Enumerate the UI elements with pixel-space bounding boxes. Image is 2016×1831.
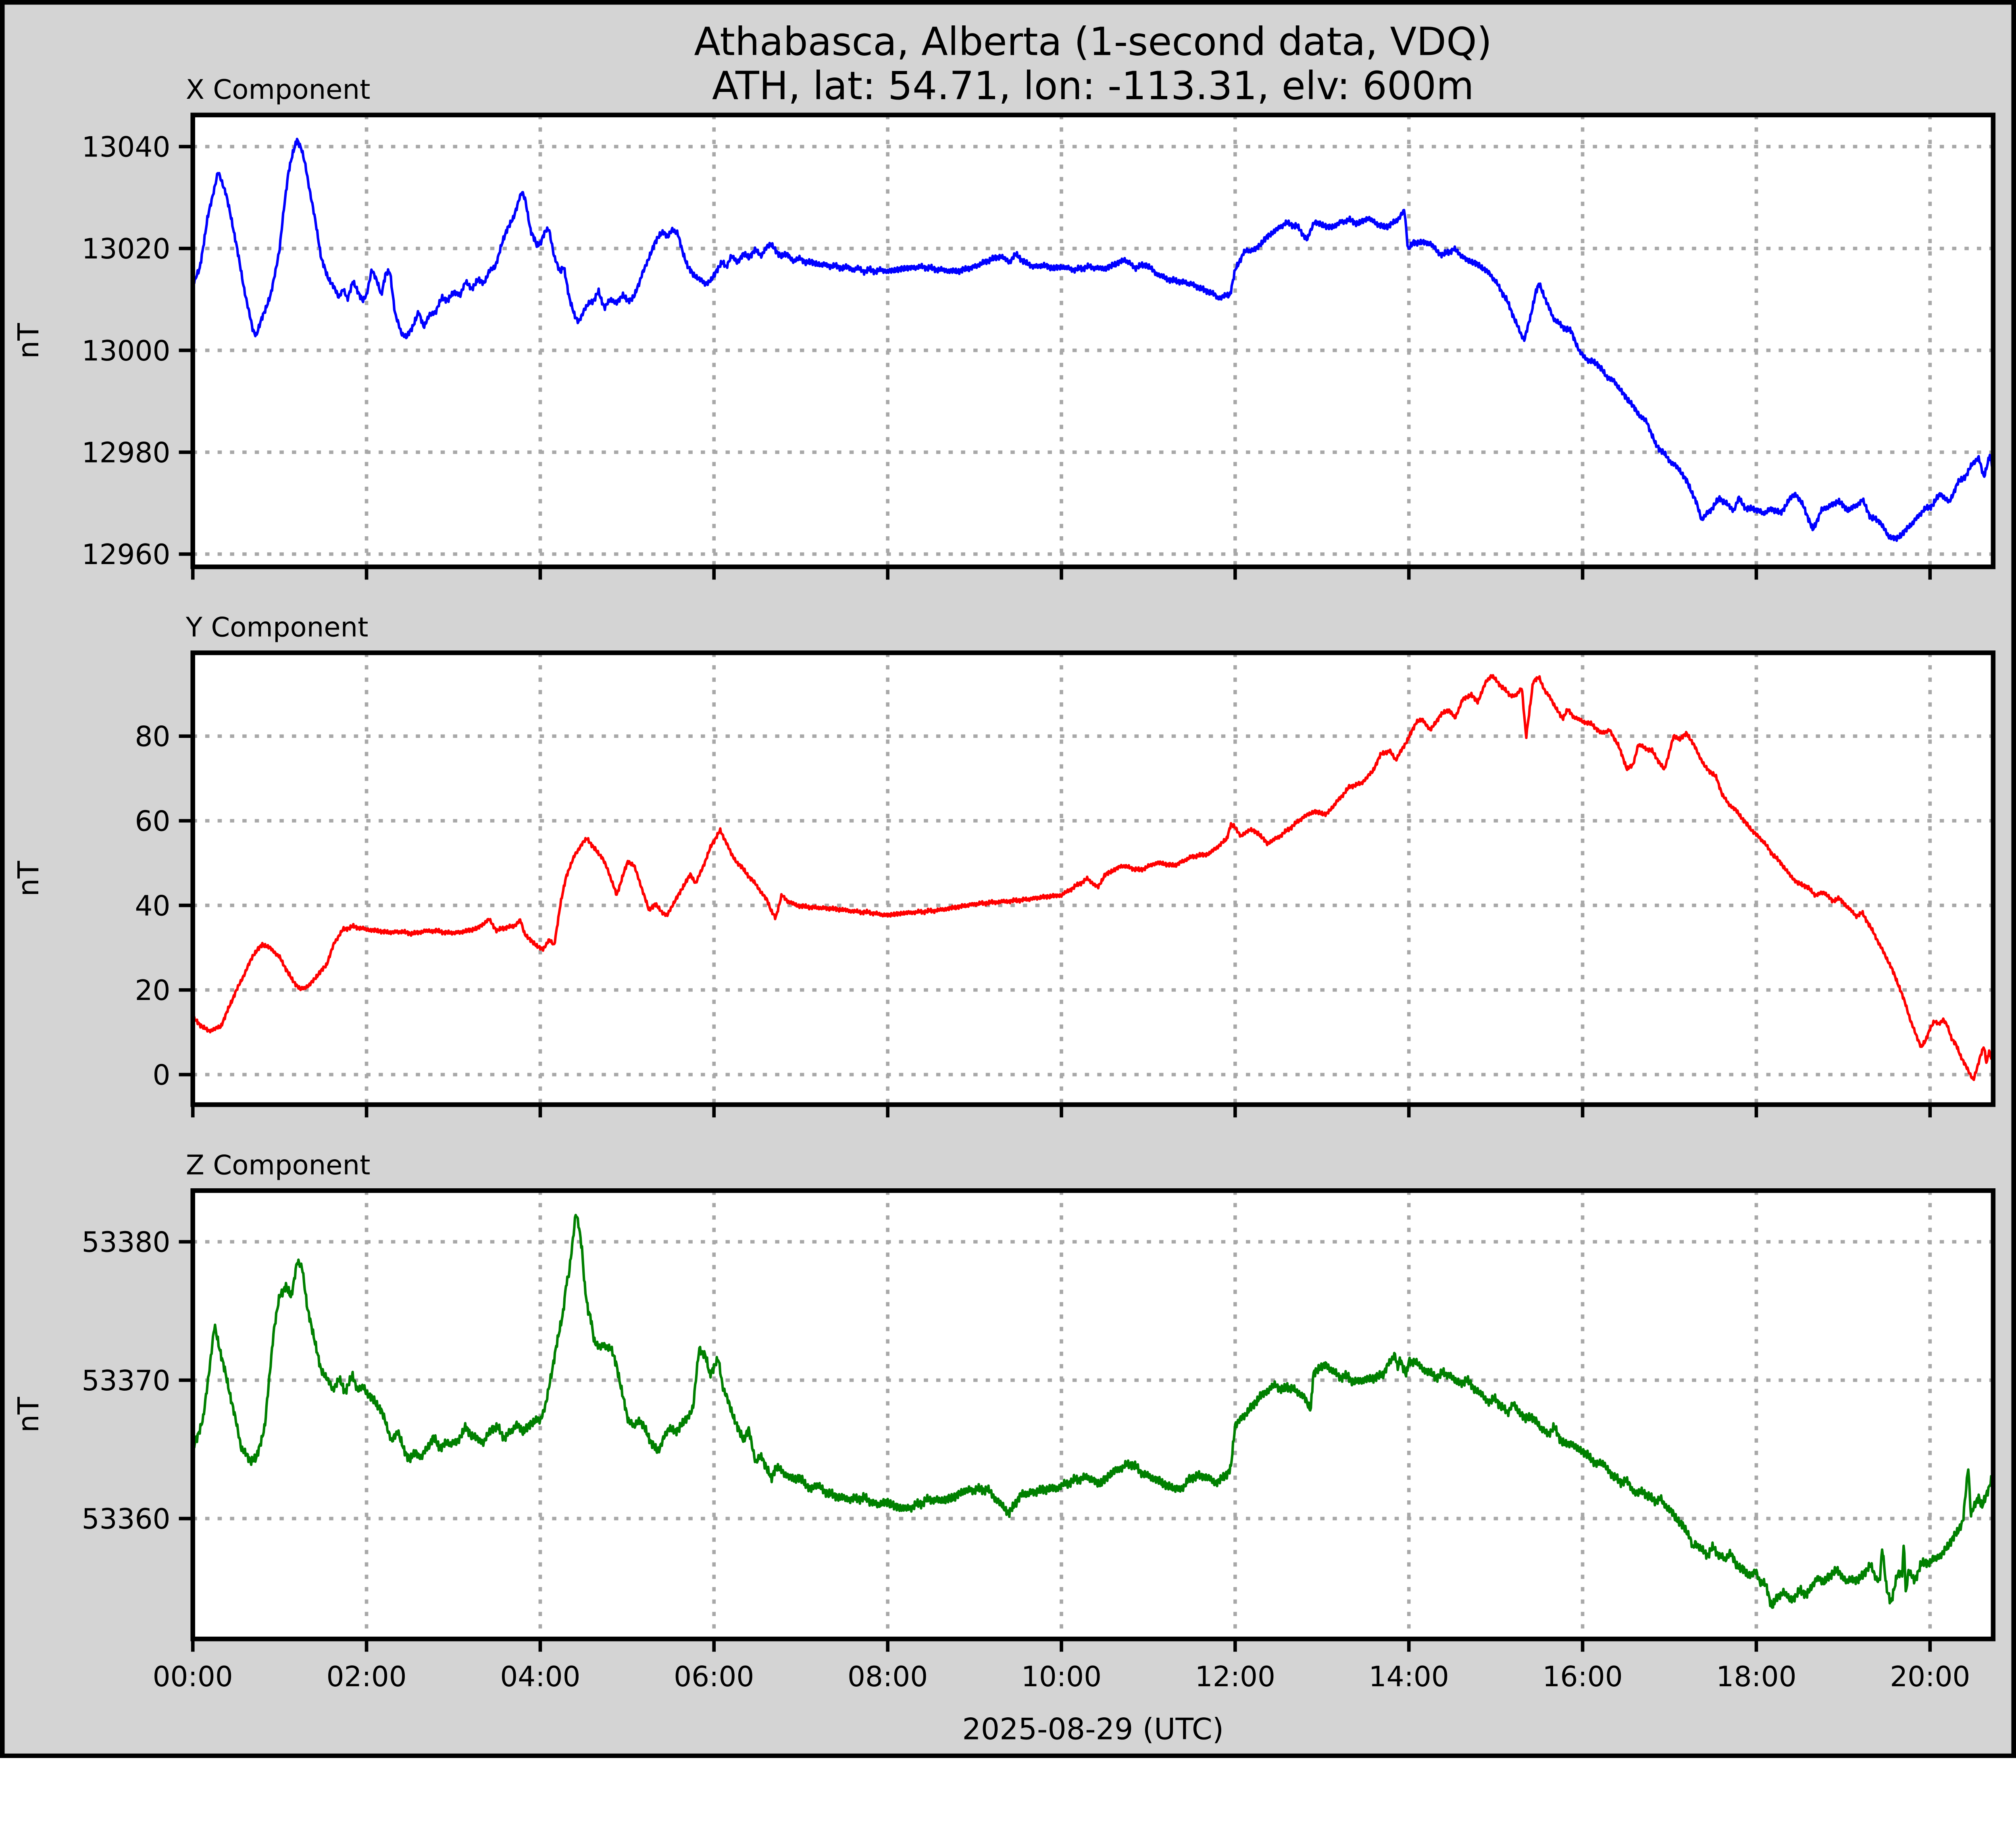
x-tick-label: 06:00 — [674, 1661, 754, 1693]
x-tick-label: 02:00 — [326, 1661, 406, 1693]
y-axis-label: nT — [12, 860, 45, 896]
y-tick-label: 12980 — [82, 437, 171, 469]
panel-plot-area — [193, 1190, 1993, 1639]
figure-border — [0, 0, 2016, 1758]
x-tick-label: 18:00 — [1716, 1661, 1796, 1693]
panel-plot-area — [193, 652, 1993, 1105]
x-tick-label: 04:00 — [500, 1661, 580, 1693]
x-tick-label: 16:00 — [1542, 1661, 1622, 1693]
z-data-line — [193, 1214, 1993, 1609]
panel-x-component: X Component 13040 13020 13000 12980 12960 nT — [12, 74, 1996, 580]
grid — [191, 652, 1993, 1105]
x-axis-label: 2025-08-29 (UTC) — [962, 1712, 1224, 1746]
magnetogram-figure: Athabasca, Alberta (1-second data, VDQ) A… — [0, 0, 2016, 1758]
y-tick-label: 53380 — [82, 1227, 171, 1259]
panel-title: X Component — [186, 74, 371, 105]
panel-spines — [190, 650, 1996, 1107]
y-tick-label: 0 — [153, 1059, 171, 1092]
chart-subtitle: ATH, lat: 54.71, lon: -113.31, elv: 600m — [712, 63, 1474, 108]
x-tick-label: 14:00 — [1369, 1661, 1449, 1693]
x-tick-label: 00:00 — [153, 1661, 233, 1693]
y-tick-label: 53370 — [82, 1365, 171, 1397]
y-tick-label: 13020 — [82, 233, 171, 265]
y-tick-label: 13000 — [82, 335, 171, 367]
y-tick-label: 40 — [135, 890, 171, 922]
x-tick-label: 20:00 — [1890, 1661, 1970, 1693]
panel-title: Z Component — [186, 1149, 371, 1181]
y-data-line — [193, 674, 1993, 1081]
x-tick-label: 08:00 — [848, 1661, 928, 1693]
y-tick-label: 60 — [135, 805, 171, 837]
panel-y-component: Y Component 80 60 40 20 0 nT — [12, 612, 1996, 1118]
magnetometer-chart: Athabasca, Alberta (1-second data, VDQ)A… — [0, 0, 2016, 1758]
grid — [191, 115, 1993, 567]
y-axis-label: nT — [12, 1397, 45, 1433]
grid — [191, 1190, 1993, 1639]
panel-z-component: Z Component 53380 53370 53360 nT — [12, 1149, 1996, 1652]
x-tick-label: 10:00 — [1021, 1661, 1102, 1693]
panel-spines — [190, 1188, 1996, 1641]
y-tick-label: 53360 — [82, 1503, 171, 1535]
y-tick-label: 20 — [135, 975, 171, 1007]
panel-spines — [190, 112, 1996, 569]
y-tick-label: 13040 — [82, 131, 171, 163]
x-tick-label: 12:00 — [1195, 1661, 1275, 1693]
y-tick-label: 12960 — [82, 539, 171, 571]
y-tick-label: 80 — [135, 721, 171, 753]
y-axis-label: nT — [12, 323, 45, 359]
panel-title: Y Component — [185, 612, 369, 643]
chart-title: Athabasca, Alberta (1-second data, VDQ) — [694, 19, 1492, 64]
x-data-line — [193, 137, 1993, 542]
